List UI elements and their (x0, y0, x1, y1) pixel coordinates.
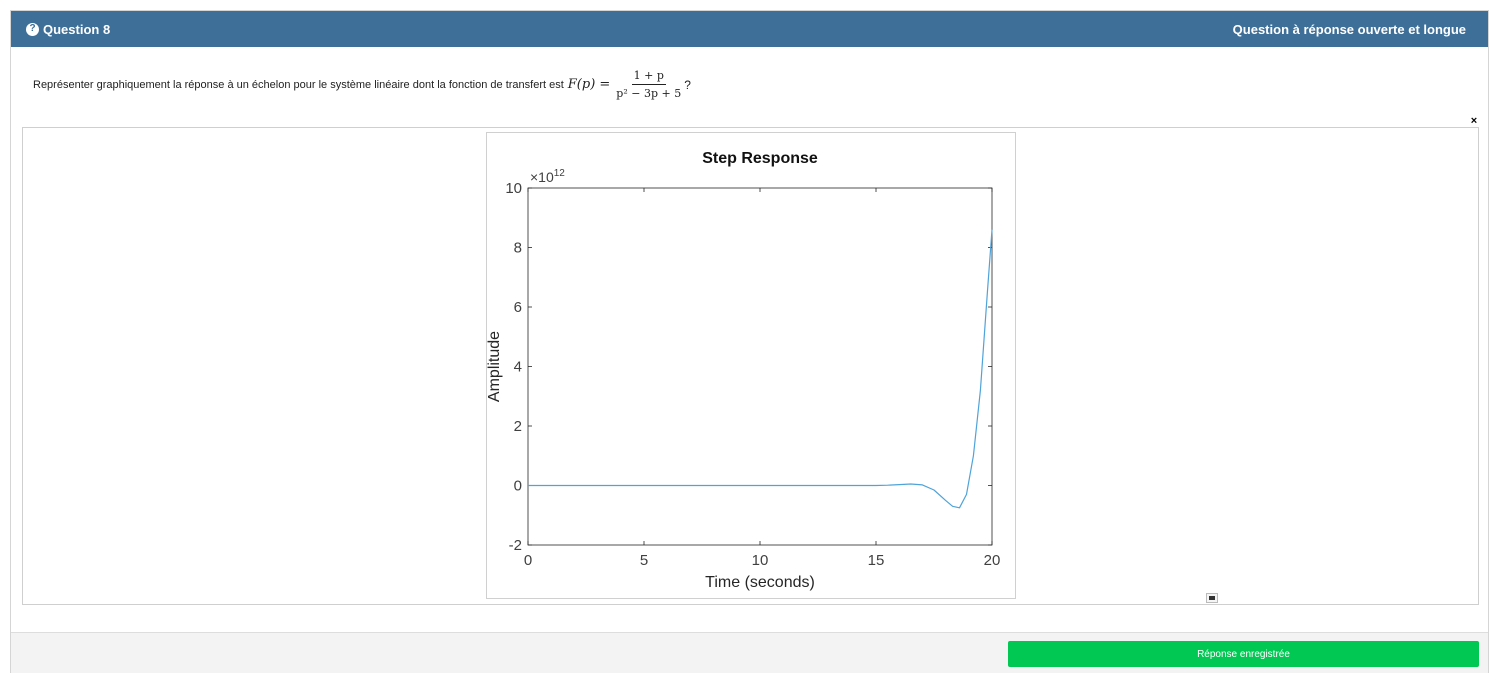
plot-area (527, 187, 993, 546)
x-tick-label: 10 (752, 552, 769, 569)
save-answer-button[interactable]: Réponse enregistrée (1008, 641, 1479, 667)
x-tick-label: 0 (524, 552, 532, 569)
question-label: Question 8 (43, 21, 111, 37)
transfer-function-denominator: p² − 3p + 5 (616, 87, 682, 100)
question-circle-icon: ? (26, 22, 39, 36)
y-tick-label: 4 (514, 359, 522, 376)
question-footer: Réponse enregistrée (11, 632, 1488, 673)
chart-title: Step Response (702, 150, 818, 167)
x-tick-label: 15 (868, 552, 885, 569)
question-statement: Représenter graphiquement la réponse à u… (33, 69, 691, 100)
x-tick-label: 5 (640, 552, 648, 569)
answer-editor[interactable]: 0 5 10 15 20 -2 0 2 4 6 8 10 ×1012 Step Response Time … (22, 127, 1479, 605)
step-response-line (528, 229, 993, 509)
x-tick-label: 20 (984, 552, 1001, 569)
step-response-figure: 0 5 10 15 20 -2 0 2 4 6 8 10 ×1012 Step Response Time … (486, 132, 1016, 599)
y-tick-label: 2 (514, 418, 522, 435)
transfer-function-fraction: 1 + p p² − 3p + 5 (616, 69, 681, 100)
transfer-function-lhs: F(p) = (567, 77, 611, 92)
question-mark: ? (684, 77, 691, 92)
y-axis-label: Amplitude (487, 331, 503, 402)
question-card: ? Question 8 Question à réponse ouverte … (10, 10, 1489, 673)
transfer-function-numerator: 1 + p (631, 69, 666, 85)
y-tick-label: 0 (514, 478, 522, 495)
close-icon[interactable]: × (1470, 115, 1478, 127)
y-exponent-label: ×1012 (530, 168, 565, 185)
question-text: Représenter graphiquement la réponse à u… (33, 78, 564, 91)
y-tick-label: 8 (514, 240, 522, 257)
x-axis-label: Time (seconds) (705, 574, 815, 591)
y-tick-label: 6 (514, 299, 522, 316)
question-header: ? Question 8 Question à réponse ouverte … (11, 11, 1488, 47)
question-type: Question à réponse ouverte et longue (1232, 21, 1466, 37)
question-number: ? Question 8 (26, 11, 110, 47)
y-tick-label: 10 (505, 180, 522, 197)
y-tick-label: -2 (509, 537, 522, 554)
image-icon[interactable] (1206, 593, 1218, 603)
